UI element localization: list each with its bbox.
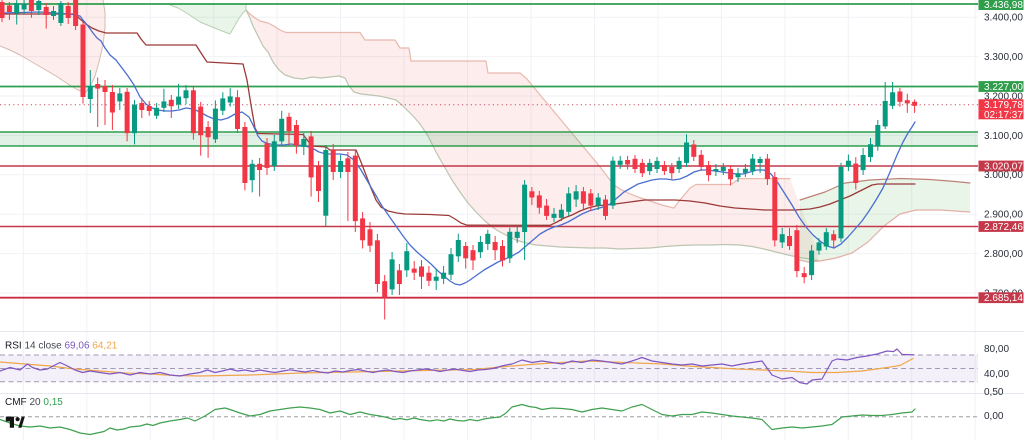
svg-text:2.800,00: 2.800,00	[984, 249, 1023, 260]
svg-text:3.436,98: 3.436,98	[984, 0, 1023, 11]
svg-text:3.200,00: 3.200,00	[984, 91, 1023, 102]
svg-text:3.227,00: 3.227,00	[984, 82, 1023, 93]
svg-text:3.000,00: 3.000,00	[984, 170, 1023, 181]
svg-text:2.900,00: 2.900,00	[984, 210, 1023, 221]
svg-text:3.300,00: 3.300,00	[984, 52, 1023, 63]
svg-text:RSI 14 close 69,06 64,21: RSI 14 close 69,06 64,21	[5, 341, 118, 352]
svg-text:80,00: 80,00	[984, 344, 1009, 355]
svg-text:0,50: 0,50	[984, 387, 1004, 398]
svg-text:02:17:37: 02:17:37	[984, 110, 1023, 121]
svg-text:3.179,78: 3.179,78	[984, 100, 1023, 111]
svg-text:2.872,46: 2.872,46	[984, 222, 1023, 233]
svg-text:3.100,00: 3.100,00	[984, 131, 1023, 142]
svg-text:3.400,00: 3.400,00	[984, 13, 1023, 24]
svg-text:2.685,14: 2.685,14	[984, 293, 1023, 304]
svg-text:CMF 20 0,15: CMF 20 0,15	[5, 397, 63, 408]
svg-text:0,00: 0,00	[984, 411, 1004, 422]
svg-text:3.020,07: 3.020,07	[984, 161, 1023, 172]
svg-text:40,00: 40,00	[984, 369, 1009, 380]
